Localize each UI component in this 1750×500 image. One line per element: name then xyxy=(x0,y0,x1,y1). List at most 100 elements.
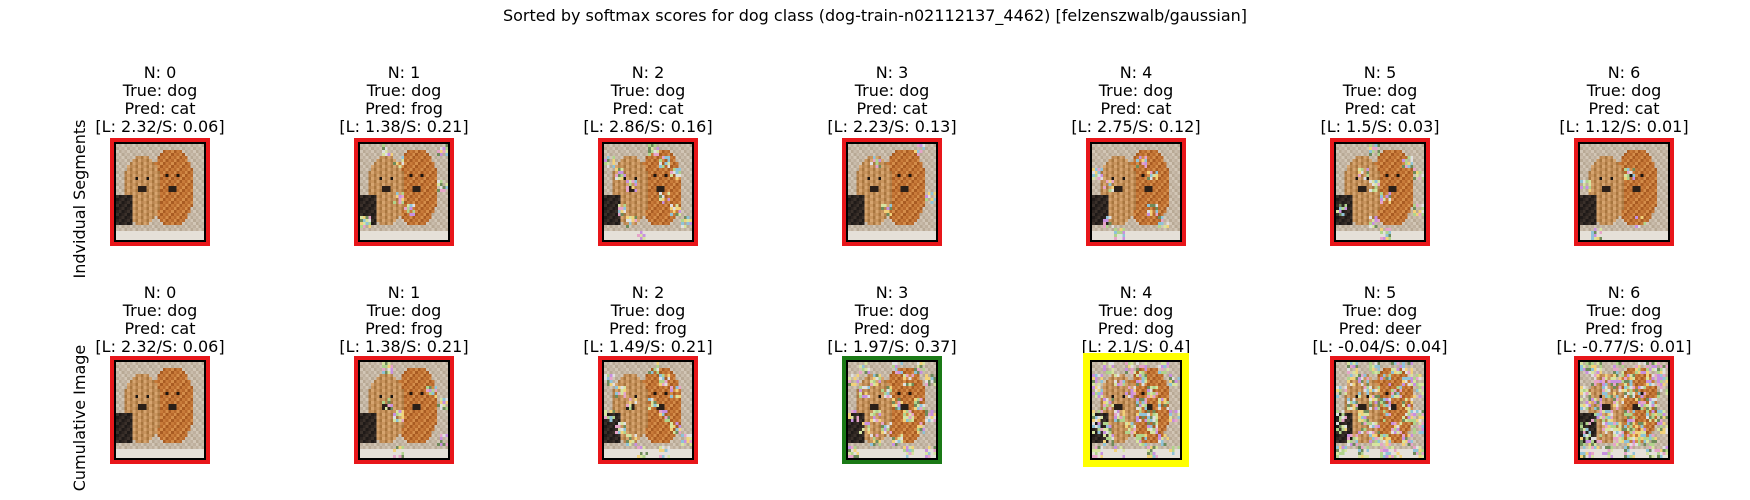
thumbnail-title: N: 4 True: dog Pred: cat [L: 2.75/S: 0.12] xyxy=(1046,64,1226,136)
row-label-individual: Indvidual Segments xyxy=(70,119,89,279)
title-line-n: N: 6 xyxy=(1607,283,1641,302)
thumbnail-title: N: 0 True: dog Pred: cat [L: 2.32/S: 0.06] xyxy=(70,284,250,356)
title-line-n: N: 1 xyxy=(387,63,421,82)
dog-image xyxy=(604,144,692,240)
title-line-pred: Pred: frog xyxy=(365,319,443,338)
title-line-true: True: dog xyxy=(1098,301,1174,320)
title-line-pred: Pred: cat xyxy=(1588,99,1660,118)
title-line-scores: [L: 2.23/S: 0.13] xyxy=(827,117,957,136)
title-line-pred: Pred: cat xyxy=(124,99,196,118)
title-line-scores: [L: 1.12/S: 0.01] xyxy=(1559,117,1689,136)
title-line-scores: [L: -0.04/S: 0.04] xyxy=(1312,337,1448,356)
title-line-pred: Pred: cat xyxy=(1100,99,1172,118)
dog-image xyxy=(360,144,448,240)
title-line-true: True: dog xyxy=(1098,81,1174,100)
thumbnail-image-frame xyxy=(1574,356,1674,464)
thumbnail-image-frame xyxy=(354,356,454,464)
thumbnail-image-frame xyxy=(1574,138,1674,246)
title-line-true: True: dog xyxy=(366,301,442,320)
title-line-scores: [L: 1.38/S: 0.21] xyxy=(339,337,469,356)
thumbnail-image-frame xyxy=(1083,353,1189,467)
title-line-n: N: 3 xyxy=(875,63,909,82)
thumbnail-title: N: 1 True: dog Pred: frog [L: 1.38/S: 0.21] xyxy=(314,64,494,136)
title-line-true: True: dog xyxy=(1342,81,1418,100)
title-line-n: N: 0 xyxy=(143,63,177,82)
title-line-scores: [L: 1.97/S: 0.37] xyxy=(827,337,957,356)
dog-image xyxy=(1336,362,1424,458)
title-line-pred: Pred: cat xyxy=(856,99,928,118)
title-line-true: True: dog xyxy=(366,81,442,100)
row-label-cumulative: Cumulative Image xyxy=(70,344,89,492)
dog-image xyxy=(1580,144,1668,240)
thumbnail-title: N: 6 True: dog Pred: cat [L: 1.12/S: 0.01] xyxy=(1534,64,1714,136)
thumbnail-title: N: 5 True: dog Pred: cat [L: 1.5/S: 0.03] xyxy=(1290,64,1470,136)
title-line-scores: [L: 2.32/S: 0.06] xyxy=(95,337,225,356)
title-line-n: N: 3 xyxy=(875,283,909,302)
title-line-scores: [L: 2.32/S: 0.06] xyxy=(95,117,225,136)
title-line-pred: Pred: dog xyxy=(1097,319,1175,338)
thumbnail-title: N: 2 True: dog Pred: frog [L: 1.49/S: 0.21] xyxy=(558,284,738,356)
title-line-scores: [L: 1.49/S: 0.21] xyxy=(583,337,713,356)
thumbnail-image-frame xyxy=(1086,138,1186,246)
dog-image xyxy=(1092,362,1180,458)
title-line-true: True: dog xyxy=(122,81,198,100)
thumbnail-image-frame xyxy=(1330,138,1430,246)
title-line-pred: Pred: cat xyxy=(1344,99,1416,118)
title-line-n: N: 1 xyxy=(387,283,421,302)
title-line-pred: Pred: frog xyxy=(1585,319,1663,338)
title-line-true: True: dog xyxy=(1586,81,1662,100)
thumbnail-image-frame xyxy=(1330,356,1430,464)
thumbnail-image-frame xyxy=(354,138,454,246)
title-line-pred: Pred: dog xyxy=(853,319,931,338)
title-line-n: N: 5 xyxy=(1363,63,1397,82)
title-line-scores: [L: 2.86/S: 0.16] xyxy=(583,117,713,136)
title-line-pred: Pred: cat xyxy=(612,99,684,118)
title-line-scores: [L: 1.38/S: 0.21] xyxy=(339,117,469,136)
title-line-n: N: 4 xyxy=(1119,63,1153,82)
title-line-scores: [L: 2.75/S: 0.12] xyxy=(1071,117,1201,136)
dog-image xyxy=(1336,144,1424,240)
thumbnail-image-frame xyxy=(110,356,210,464)
title-line-n: N: 5 xyxy=(1363,283,1397,302)
thumbnail-title: N: 3 True: dog Pred: dog [L: 1.97/S: 0.37] xyxy=(802,284,982,356)
title-line-pred: Pred: frog xyxy=(609,319,687,338)
thumbnail-image-frame xyxy=(842,356,942,464)
dog-image xyxy=(116,144,204,240)
thumbnail-title: N: 0 True: dog Pred: cat [L: 2.32/S: 0.06] xyxy=(70,64,250,136)
dog-image xyxy=(848,362,936,458)
title-line-n: N: 6 xyxy=(1607,63,1641,82)
thumbnail-image-frame xyxy=(110,138,210,246)
title-line-true: True: dog xyxy=(610,301,686,320)
title-line-true: True: dog xyxy=(122,301,198,320)
thumbnail-title: N: 6 True: dog Pred: frog [L: -0.77/S: 0.01… xyxy=(1534,284,1714,356)
dog-image xyxy=(1580,362,1668,458)
thumbnail-title: N: 3 True: dog Pred: cat [L: 2.23/S: 0.13] xyxy=(802,64,982,136)
thumbnail-title: N: 2 True: dog Pred: cat [L: 2.86/S: 0.16] xyxy=(558,64,738,136)
title-line-n: N: 0 xyxy=(143,283,177,302)
thumbnail-title: N: 1 True: dog Pred: frog [L: 1.38/S: 0.21] xyxy=(314,284,494,356)
title-line-pred: Pred: frog xyxy=(365,99,443,118)
title-line-true: True: dog xyxy=(854,81,930,100)
title-line-scores: [L: -0.77/S: 0.01] xyxy=(1556,337,1692,356)
dog-image xyxy=(604,362,692,458)
title-line-true: True: dog xyxy=(1586,301,1662,320)
title-line-pred: Pred: cat xyxy=(124,319,196,338)
title-line-true: True: dog xyxy=(610,81,686,100)
dog-image xyxy=(848,144,936,240)
dog-image xyxy=(360,362,448,458)
thumbnail-image-frame xyxy=(598,138,698,246)
figure-title: Sorted by softmax scores for dog class (… xyxy=(502,6,1248,25)
title-line-true: True: dog xyxy=(1342,301,1418,320)
thumbnail-title: N: 5 True: dog Pred: deer [L: -0.04/S: 0.04… xyxy=(1290,284,1470,356)
title-line-pred: Pred: deer xyxy=(1338,319,1422,338)
title-line-scores: [L: 1.5/S: 0.03] xyxy=(1320,117,1440,136)
title-line-n: N: 2 xyxy=(631,283,665,302)
thumbnail-image-frame xyxy=(842,138,942,246)
dog-image xyxy=(116,362,204,458)
thumbnail-title: N: 4 True: dog Pred: dog [L: 2.1/S: 0.4] xyxy=(1046,284,1226,356)
title-line-scores: [L: 2.1/S: 0.4] xyxy=(1081,337,1191,356)
title-line-n: N: 2 xyxy=(631,63,665,82)
thumbnail-image-frame xyxy=(598,356,698,464)
title-line-true: True: dog xyxy=(854,301,930,320)
title-line-n: N: 4 xyxy=(1119,283,1153,302)
